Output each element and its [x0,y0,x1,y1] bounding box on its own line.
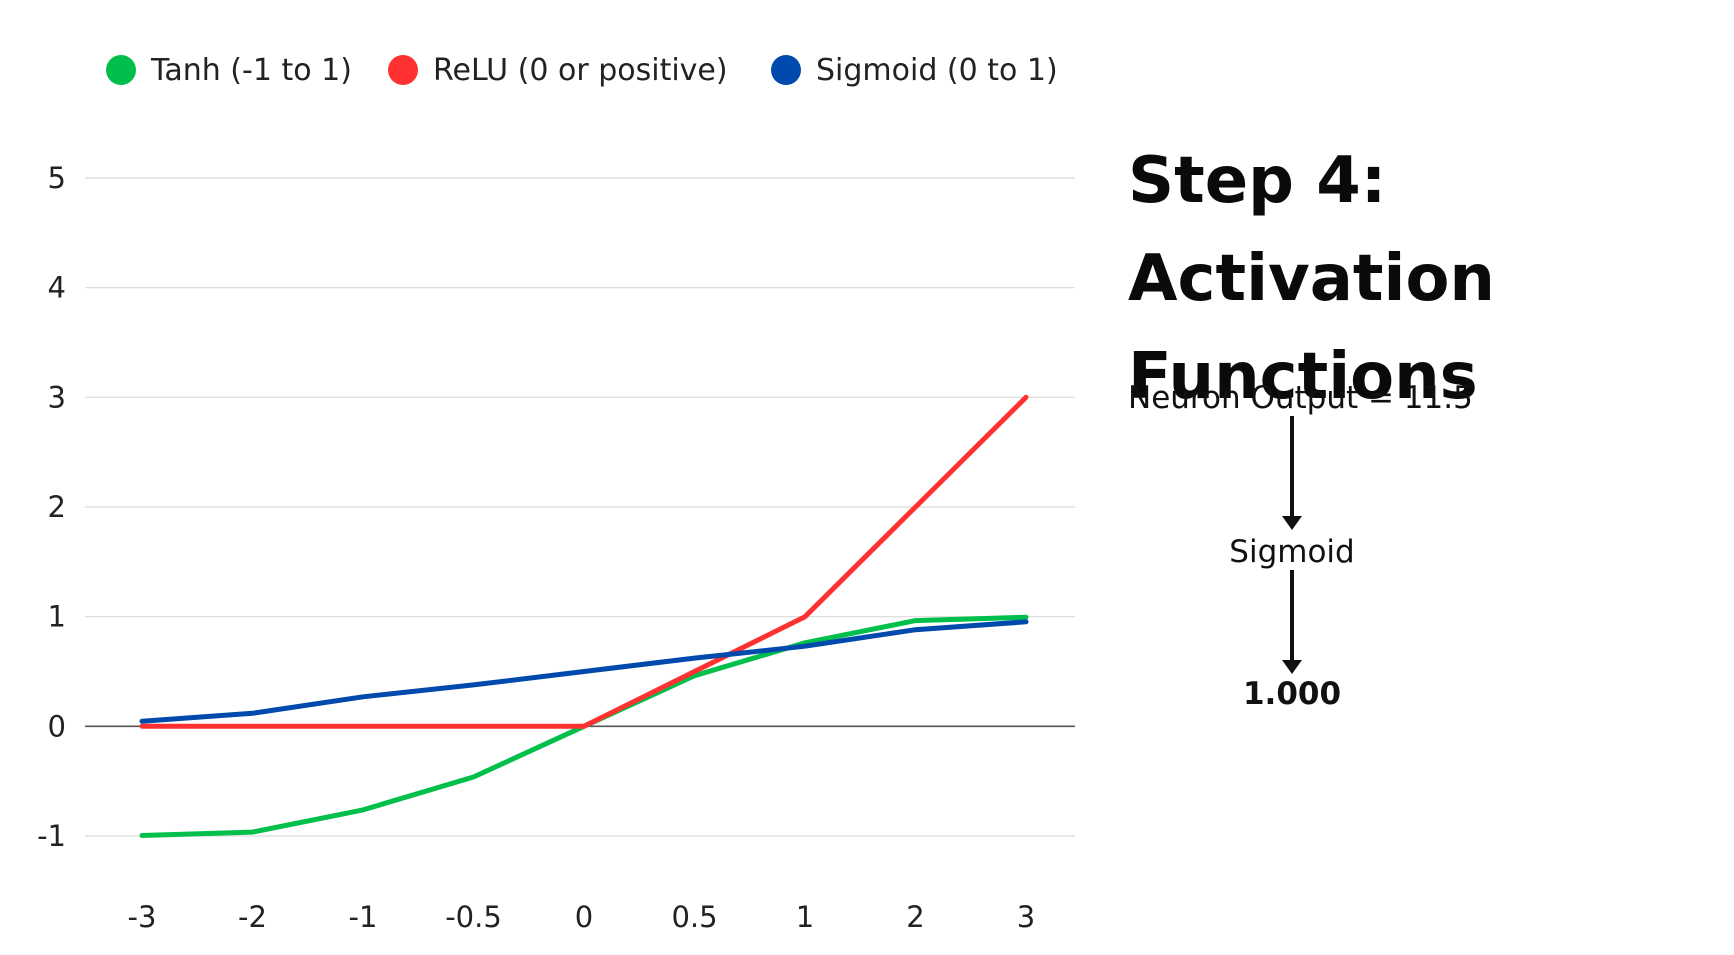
series-line-2 [139,619,1029,724]
y-axis-ticks: -1 0 1 2 3 4 5 [37,161,66,853]
legend-label: Tanh (-1 to 1) [150,53,352,88]
chart-legend: Tanh (-1 to 1) ReLU (0 or positive) Sigmoi… [106,53,1058,88]
legend-label: Sigmoid (0 to 1) [816,53,1058,88]
series-line-1 [139,394,1029,729]
chart-series-lines [139,394,1029,838]
x-tick-label: 3 [1017,900,1035,934]
x-tick-label: -0.5 [445,900,502,934]
x-tick-label: 0 [575,900,593,934]
x-tick-label: -1 [349,900,378,934]
y-tick-label: 1 [48,600,66,634]
x-tick-label: 2 [906,900,924,934]
y-tick-label: 2 [48,490,66,524]
x-tick-label: 0.5 [671,900,717,934]
activation-result-value: 1.000 [1242,676,1342,712]
chart-gridlines [85,177,1075,837]
legend-marker-icon [106,55,136,85]
y-tick-label: 0 [48,709,66,743]
x-axis-ticks: -3 -2 -1 -0.5 0 0.5 1 2 3 [128,900,1036,934]
y-tick-label: 4 [48,271,66,305]
activation-functions-chart: Tanh (-1 to 1) ReLU (0 or positive) Sigmoi… [37,53,1075,934]
down-arrow-icon [1282,570,1302,674]
x-tick-label: -2 [238,900,267,934]
x-tick-label: -3 [128,900,157,934]
legend-marker-icon [388,55,418,85]
y-tick-label: 5 [48,161,66,195]
activation-function-label: Sigmoid [1229,534,1355,570]
step-title: Step 4: Activation Functions [1128,144,1495,414]
x-tick-label: 1 [796,900,814,934]
y-tick-label: -1 [37,819,66,853]
legend-label: ReLU (0 or positive) [433,53,728,88]
neuron-output-label: Neuron Output = 11.5 [1128,380,1473,416]
activation-explainer-panel: Step 4: Activation Functions Neuron Outp… [1120,0,1734,955]
legend-marker-icon [771,55,801,85]
y-tick-label: 3 [48,380,66,414]
down-arrow-icon [1282,416,1302,530]
